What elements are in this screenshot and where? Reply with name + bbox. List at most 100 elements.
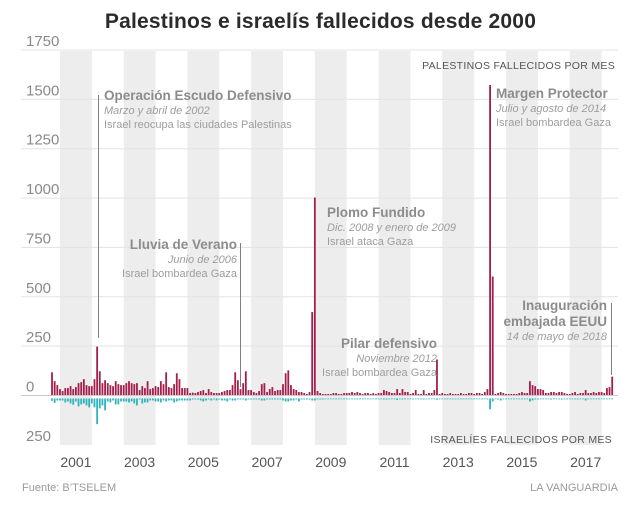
bar-palestinians: [59, 389, 61, 395]
bar-palestinians: [611, 376, 614, 395]
bar-israelis: [321, 398, 324, 400]
bar-palestinians: [449, 393, 452, 395]
bar-israelis: [96, 398, 99, 425]
bar-israelis: [444, 398, 446, 400]
bar-palestinians: [563, 393, 566, 395]
bar-israelis: [600, 398, 603, 400]
x-year-label: 2005: [188, 454, 219, 470]
annotation-plomo-fundido-title: Plomo Fundido: [327, 205, 426, 220]
bar-palestinians: [332, 393, 335, 395]
bar-palestinians: [236, 380, 239, 395]
bar-israelis: [359, 398, 361, 400]
bar-israelis: [547, 398, 550, 400]
bar-palestinians: [207, 389, 210, 395]
bar-palestinians: [287, 370, 290, 395]
bar-israelis: [255, 398, 258, 400]
bar-palestinians: [369, 394, 372, 395]
bar-palestinians: [465, 394, 468, 395]
bar-palestinians: [120, 385, 122, 395]
bar-israelis: [377, 398, 380, 400]
bar-palestinians: [390, 393, 393, 395]
bar-israelis: [122, 398, 125, 402]
bar-israelis: [382, 398, 385, 400]
bar-palestinians: [513, 394, 515, 395]
bar-palestinians: [340, 394, 343, 395]
bar-israelis: [571, 398, 574, 400]
bar-israelis: [417, 398, 420, 400]
bar-palestinians: [96, 346, 99, 395]
bar-palestinians: [542, 390, 545, 395]
bar-palestinians: [263, 383, 266, 395]
annotation-plomo-fundido-date: Dic. 2008 y enero de 2009: [327, 222, 457, 234]
bar-palestinians: [467, 393, 470, 395]
bar-israelis: [74, 398, 77, 402]
annotation-lluvia-de-verano-title: Lluvia de Verano: [129, 237, 237, 252]
bar-israelis: [165, 398, 168, 402]
bar-palestinians: [550, 392, 553, 395]
bar-israelis: [523, 398, 526, 400]
annotation-embajada-eeuu-date: 14 de mayo de 2018: [506, 331, 607, 343]
bar-palestinians: [231, 385, 234, 395]
bar-palestinians: [446, 394, 449, 395]
x-year-label: 2001: [60, 454, 91, 470]
bar-israelis: [489, 398, 491, 410]
bar-palestinians: [181, 388, 183, 395]
bar-palestinians: [266, 392, 268, 395]
bar-israelis: [90, 398, 93, 404]
annotation-margen-protector-title: Margen Protector: [496, 86, 608, 101]
bar-israelis: [141, 398, 144, 404]
bar-israelis: [518, 398, 521, 400]
bar-israelis: [223, 398, 226, 401]
bar-israelis: [502, 398, 505, 400]
bar-palestinians: [215, 393, 218, 395]
bar-israelis: [457, 398, 460, 400]
bar-israelis: [393, 398, 396, 400]
bar-israelis: [130, 398, 133, 402]
bar-israelis: [327, 398, 330, 400]
bar-israelis: [186, 398, 189, 401]
bar-israelis: [563, 398, 566, 400]
bar-israelis: [287, 398, 290, 402]
bar-israelis: [552, 398, 555, 400]
y-tick-label: 250: [26, 329, 51, 346]
bar-israelis: [449, 398, 452, 400]
bar-palestinians: [491, 276, 494, 395]
bar-palestinians: [282, 384, 284, 395]
bar-palestinians: [162, 384, 165, 395]
bar-israelis: [396, 398, 399, 401]
bar-palestinians: [560, 392, 563, 395]
bar-israelis: [515, 398, 518, 400]
bar-palestinians: [600, 392, 603, 395]
bar-palestinians: [178, 379, 181, 395]
bar-israelis: [88, 398, 91, 408]
bar-palestinians: [375, 394, 377, 395]
bar-israelis: [446, 398, 449, 400]
bar-israelis: [112, 398, 114, 401]
bar-palestinians: [303, 393, 306, 395]
bar-palestinians: [343, 393, 345, 395]
annotation-margen-protector-desc: Israel bombardea Gaza: [496, 117, 611, 129]
bar-israelis: [611, 398, 614, 400]
bar-palestinians: [382, 390, 385, 395]
bar-palestinians: [406, 392, 409, 395]
bar-palestinians: [489, 85, 491, 395]
bar-palestinians: [462, 394, 465, 395]
bar-israelis: [475, 398, 478, 400]
y-tick-label: 1000: [26, 181, 59, 198]
bar-israelis: [319, 398, 322, 400]
bar-palestinians: [398, 393, 401, 395]
bar-israelis: [592, 398, 595, 400]
bar-palestinians: [409, 394, 412, 395]
bar-palestinians: [210, 392, 213, 395]
bar-israelis: [56, 398, 59, 401]
bar-palestinians: [104, 380, 106, 395]
bar-israelis: [197, 398, 199, 400]
bar-palestinians: [359, 393, 361, 395]
bar-palestinians: [221, 392, 223, 395]
bar-palestinians: [420, 394, 422, 395]
bar-palestinians: [377, 393, 380, 395]
bar-israelis: [295, 398, 298, 400]
bar-palestinians: [77, 383, 80, 395]
bar-israelis: [69, 398, 72, 404]
bar-israelis: [406, 398, 409, 400]
